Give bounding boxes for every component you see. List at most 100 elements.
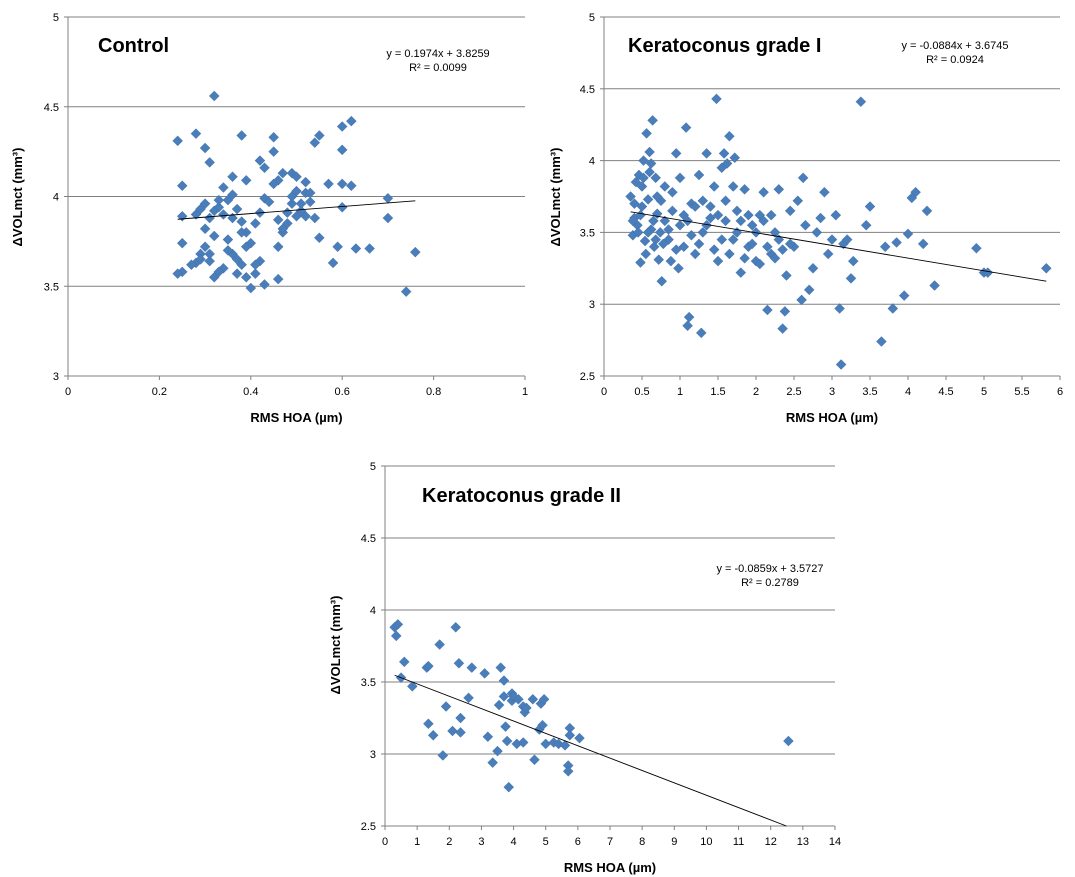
data-point [218, 209, 229, 220]
data-point [268, 131, 279, 143]
data-point [718, 148, 730, 159]
data-point [208, 230, 220, 242]
data-point [682, 320, 693, 332]
data-point [492, 745, 503, 757]
data-point [697, 195, 709, 207]
r-squared: R² = 0.2789 [741, 577, 799, 589]
y-tick-label: 4 [53, 192, 59, 204]
data-point [204, 157, 215, 168]
data-point [708, 181, 720, 192]
y-tick-label: 2.5 [580, 371, 595, 383]
data-point [720, 195, 731, 207]
data-point [796, 294, 807, 306]
data-point [240, 175, 252, 186]
data-point [350, 243, 362, 254]
data-point [231, 268, 243, 279]
x-tick-label: 4 [905, 386, 911, 398]
data-point [834, 303, 845, 314]
data-point [314, 130, 325, 141]
x-tick-label: 0 [601, 386, 607, 398]
data-point [667, 186, 678, 198]
data-point [898, 290, 910, 301]
data-point [190, 128, 202, 139]
x-tick-label: 0.8 [426, 386, 441, 398]
data-point [300, 210, 311, 222]
data-point [482, 731, 494, 743]
x-tick-label: 5.5 [1014, 386, 1029, 398]
x-tick-label: 0 [65, 386, 71, 398]
chart-title: Keratoconus grade I [628, 35, 821, 57]
r-squared: R² = 0.0099 [409, 62, 467, 74]
data-point [222, 234, 234, 245]
data-point [642, 227, 654, 238]
data-point [735, 215, 747, 227]
data-point [434, 639, 445, 650]
data-point [346, 180, 357, 192]
data-point [493, 699, 505, 711]
data-point [746, 238, 758, 250]
x-tick-label: 1 [522, 386, 528, 398]
data-point [231, 254, 243, 265]
data-point [765, 209, 777, 221]
data-point [562, 765, 574, 777]
x-tick-label: 0 [382, 836, 388, 848]
data-point [410, 246, 421, 258]
data-point [860, 219, 872, 231]
data-point [450, 621, 461, 633]
data-point [659, 215, 671, 227]
x-tick-label: 6 [575, 836, 581, 848]
data-point [176, 237, 188, 249]
x-tick-label: 8 [639, 836, 645, 848]
data-point [712, 209, 724, 221]
data-point [648, 215, 659, 227]
data-point [724, 130, 735, 142]
data-point [172, 268, 183, 279]
data-point [784, 205, 796, 217]
data-point [272, 273, 284, 285]
data-point [644, 146, 655, 158]
data-point [204, 255, 215, 267]
x-tick-label: 12 [765, 836, 777, 848]
data-point [513, 693, 524, 705]
data-point [693, 169, 705, 181]
data-point [784, 238, 796, 250]
y-axis-title: ΔVOLmct (mm³) [10, 148, 25, 247]
data-point [800, 219, 811, 231]
x-tick-label: 3 [829, 386, 835, 398]
data-point [673, 263, 684, 274]
data-point [529, 754, 540, 766]
data-point [650, 172, 661, 184]
data-point [336, 144, 348, 156]
data-point [176, 180, 188, 192]
data-point [758, 215, 769, 227]
y-tick-label: 3 [589, 299, 595, 311]
data-point [683, 311, 695, 323]
data-point [735, 267, 747, 278]
x-tick-label: 0.6 [335, 386, 350, 398]
data-point [648, 241, 660, 253]
data-point [259, 279, 270, 290]
y-tick-label: 5 [370, 461, 376, 473]
data-point [218, 182, 229, 193]
data-point [195, 254, 206, 265]
data-point [654, 227, 666, 238]
data-point [309, 137, 321, 148]
data-point [638, 172, 649, 184]
data-point [199, 241, 211, 253]
x-tick-label: 5 [543, 836, 549, 848]
data-point [291, 210, 302, 222]
data-point [213, 201, 225, 213]
data-point [498, 691, 510, 702]
data-point [695, 327, 707, 339]
data-point [300, 176, 311, 188]
data-point [917, 238, 929, 250]
data-point [364, 243, 375, 254]
data-point [653, 254, 665, 265]
data-point [811, 227, 823, 238]
data-point [639, 235, 651, 247]
scatter-series [172, 90, 421, 297]
data-point [638, 155, 649, 166]
x-tick-label: 4 [511, 836, 517, 848]
data-point [727, 234, 739, 245]
data-point [222, 245, 234, 256]
